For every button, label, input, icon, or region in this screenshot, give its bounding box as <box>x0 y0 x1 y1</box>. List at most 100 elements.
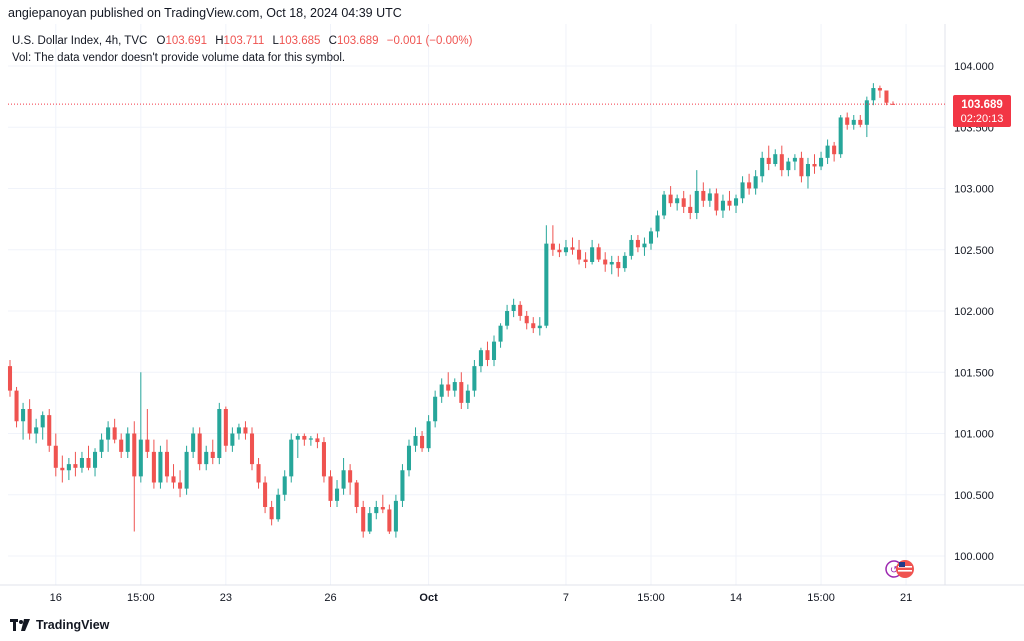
candles-layer <box>7 83 896 538</box>
candle-body <box>570 247 575 250</box>
candle <box>60 455 65 483</box>
candle-body <box>491 341 497 360</box>
candle <box>478 347 483 373</box>
candle-body <box>537 325 542 329</box>
candle <box>786 157 791 177</box>
candle-body <box>328 476 333 501</box>
candle-body <box>655 215 660 232</box>
candle <box>472 360 477 397</box>
candle-body <box>675 198 680 204</box>
footer: TradingView <box>10 615 109 635</box>
candle-body <box>603 259 608 265</box>
candle <box>433 390 438 428</box>
x-tick-label: 23 <box>220 592 232 604</box>
x-tick-label: 15:00 <box>637 592 665 604</box>
candle <box>269 500 274 526</box>
candle-body <box>792 157 797 162</box>
candle-body <box>413 435 418 446</box>
candle-body <box>609 262 614 265</box>
candle-body <box>753 176 758 189</box>
volume-note: Vol: The data vendor doesn't provide vol… <box>12 52 345 64</box>
candle <box>707 188 712 207</box>
candle <box>361 500 366 538</box>
candle <box>420 431 425 452</box>
candle <box>583 252 588 269</box>
us-flag-icon[interactable]: ↺ <box>885 560 914 578</box>
candle <box>511 298 516 318</box>
candle <box>760 151 765 183</box>
price-chart[interactable]: 104.000103.500103.000102.500102.000101.5… <box>0 24 1024 610</box>
candle <box>518 301 523 321</box>
candle-body <box>236 427 241 434</box>
candle-body <box>511 304 516 311</box>
candle <box>694 170 699 220</box>
candle-body <box>276 494 281 520</box>
y-tick-label: 101.500 <box>954 367 994 379</box>
candle <box>459 372 464 409</box>
candle <box>27 399 32 440</box>
candle <box>727 190 732 211</box>
candle-body <box>832 145 837 155</box>
candle-body <box>79 458 84 468</box>
candle-body <box>877 88 882 91</box>
x-tick-label: 14 <box>730 592 742 604</box>
candle-body <box>629 239 634 256</box>
candle <box>387 504 392 534</box>
legend-high-label: H <box>215 35 223 47</box>
candle-body <box>740 182 745 199</box>
candle-body <box>760 157 765 177</box>
candle <box>766 145 771 171</box>
candle <box>282 470 287 501</box>
candle <box>374 500 379 520</box>
candle <box>662 190 667 220</box>
candle-body <box>596 247 601 260</box>
candle <box>688 194 693 220</box>
candle-body <box>478 350 483 367</box>
candle-body <box>851 119 856 125</box>
candle-body <box>439 384 444 397</box>
candle <box>871 83 876 106</box>
candle-body <box>243 427 248 434</box>
candle <box>335 480 340 507</box>
candle-body <box>472 366 477 391</box>
candle-body <box>204 451 209 465</box>
candle-body <box>21 409 26 422</box>
candle <box>550 225 555 256</box>
candle <box>465 384 470 409</box>
candle <box>197 427 202 471</box>
candle <box>570 237 575 255</box>
price-tag-value: 103.689 <box>961 99 1003 111</box>
candle <box>47 409 52 452</box>
candle <box>668 186 673 207</box>
price-axis: 104.000103.500103.000102.500102.000101.5… <box>954 61 994 563</box>
candle-body <box>819 157 824 167</box>
candle-body <box>845 117 850 125</box>
candle <box>236 423 241 440</box>
candle <box>86 445 91 471</box>
candle-body <box>733 198 739 206</box>
candle <box>832 141 837 162</box>
candle <box>40 411 45 440</box>
candle-body <box>701 190 706 201</box>
y-tick-label: 100.000 <box>954 551 994 563</box>
candle <box>426 415 431 452</box>
candle <box>295 433 300 458</box>
candle-body <box>93 451 98 468</box>
candle <box>596 243 601 262</box>
candle <box>34 418 39 444</box>
candle <box>132 421 137 532</box>
candle <box>825 139 830 164</box>
candle-body <box>871 88 876 101</box>
candle <box>145 409 150 458</box>
candle-body <box>34 427 39 434</box>
candle <box>773 149 778 167</box>
candle-body <box>557 249 562 253</box>
candle <box>779 145 784 177</box>
candle-body <box>505 311 510 326</box>
candle-body <box>766 157 771 164</box>
candle-body <box>662 194 667 216</box>
candle-body <box>694 190 699 213</box>
candle <box>505 304 510 330</box>
candle <box>884 90 889 106</box>
candle-body <box>249 433 255 465</box>
